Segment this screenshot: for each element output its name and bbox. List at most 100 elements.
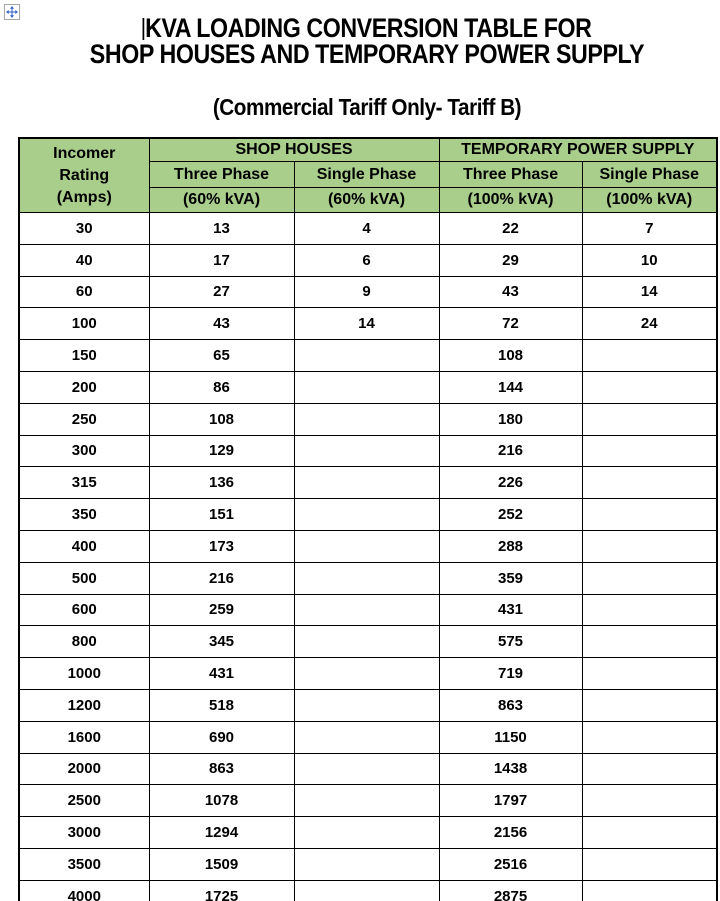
title-line2-text: SHOP HOUSES AND TEMPORARY POWER SUPPLY [89, 39, 645, 69]
document-header: KVA LOADING CONVERSION TABLE FOR SHOP HO… [18, 15, 716, 120]
value-cell [293, 339, 440, 372]
value-cell: 1797 [438, 784, 583, 818]
table-header: Incomer Rating (Amps) SHOP HOUSES TEMPOR… [18, 137, 718, 213]
value-cell: 129 [148, 434, 295, 468]
col-header-tps-three-phase: Three Phase [438, 161, 583, 188]
document-subtitle: (Commercial Tariff Only- Tariff B) [212, 94, 522, 120]
value-cell: 226 [438, 466, 583, 500]
value-cell: 108 [438, 339, 583, 372]
value-cell: 72 [438, 307, 583, 341]
col-header-incomer-rating: Incomer Rating (Amps) [18, 137, 150, 213]
incomer-rating-cell: 2500 [18, 784, 150, 818]
value-cell: 136 [148, 466, 295, 500]
incomer-rating-cell: 200 [18, 370, 150, 404]
col-subheader-sh-single-phase-kva: (60% kVA) [293, 187, 440, 213]
value-cell: 1078 [148, 784, 295, 818]
value-cell [293, 498, 440, 531]
value-cell [293, 688, 440, 722]
value-cell [293, 370, 440, 404]
value-cell [293, 657, 440, 690]
value-cell: 7 [581, 212, 718, 245]
value-cell [293, 816, 440, 849]
col-header-sh-three-phase: Three Phase [148, 161, 295, 188]
group-header-temporary-power-supply: TEMPORARY POWER SUPPLY [438, 137, 718, 162]
value-cell: 2875 [438, 879, 583, 901]
value-cell [581, 752, 718, 786]
table-row: 400 173 288 [18, 529, 718, 563]
col-subheader-tps-three-phase-kva: (100% kVA) [438, 187, 583, 213]
incomer-rating-cell: 1000 [18, 657, 150, 690]
value-cell [581, 625, 718, 659]
value-cell: 27 [148, 275, 295, 309]
value-cell: 43 [438, 275, 583, 309]
table-row: 40 17 6 29 10 [18, 243, 718, 277]
value-cell: 17 [148, 243, 295, 277]
table-row: 150 65 108 [18, 339, 718, 372]
value-cell: 863 [148, 752, 295, 786]
corner-line1: Incomer [53, 144, 116, 162]
value-cell: 151 [148, 498, 295, 531]
value-cell: 65 [148, 339, 295, 372]
value-cell [581, 816, 718, 849]
incomer-rating-cell: 100 [18, 307, 150, 341]
value-cell: 431 [438, 593, 583, 627]
value-cell: 13 [148, 212, 295, 245]
value-cell: 216 [148, 561, 295, 595]
incomer-rating-cell: 600 [18, 593, 150, 627]
value-cell: 1438 [438, 752, 583, 786]
group-header-shop-houses: SHOP HOUSES [148, 137, 440, 162]
incomer-rating-cell: 40 [18, 243, 150, 277]
value-cell: 1150 [438, 720, 583, 754]
incomer-rating-cell: 3000 [18, 816, 150, 849]
table-move-handle-icon[interactable] [4, 4, 20, 20]
value-cell [581, 370, 718, 404]
value-cell [581, 339, 718, 372]
value-cell: 86 [148, 370, 295, 404]
value-cell: 29 [438, 243, 583, 277]
col-subheader-sh-three-phase-kva: (60% kVA) [148, 187, 295, 213]
value-cell [581, 466, 718, 500]
table-row: 1600 690 1150 [18, 720, 718, 754]
value-cell: 6 [293, 243, 440, 277]
incomer-rating-cell: 2000 [18, 752, 150, 786]
value-cell [293, 625, 440, 659]
incomer-rating-cell: 250 [18, 402, 150, 436]
table-body: 30 13 4 22 7 40 17 6 29 10 60 27 9 43 14 100 43 14 72 24 150… [18, 212, 718, 901]
incomer-rating-cell: 60 [18, 275, 150, 309]
value-cell [581, 529, 718, 563]
four-way-arrow-icon [6, 6, 18, 18]
incomer-rating-cell: 400 [18, 529, 150, 563]
value-cell: 345 [148, 625, 295, 659]
document-title-line2: SHOP HOUSES AND TEMPORARY POWER SUPPLY [67, 39, 667, 69]
table-row: 1200 518 863 [18, 688, 718, 722]
value-cell [293, 784, 440, 818]
value-cell: 144 [438, 370, 583, 404]
incomer-rating-cell: 315 [18, 466, 150, 500]
value-cell [293, 529, 440, 563]
value-cell: 690 [148, 720, 295, 754]
table-row: 100 43 14 72 24 [18, 307, 718, 341]
document-title-line1: KVA LOADING CONVERSION TABLE FOR [67, 15, 667, 42]
incomer-rating-cell: 30 [18, 212, 150, 245]
table-row: 350 151 252 [18, 498, 718, 531]
incomer-rating-cell: 1600 [18, 720, 150, 754]
incomer-rating-cell: 800 [18, 625, 150, 659]
value-cell: 2516 [438, 847, 583, 881]
value-cell: 288 [438, 529, 583, 563]
incomer-rating-cell: 150 [18, 339, 150, 372]
value-cell: 1725 [148, 879, 295, 901]
incomer-rating-cell: 300 [18, 434, 150, 468]
table-row: 1000 431 719 [18, 657, 718, 690]
value-cell: 22 [438, 212, 583, 245]
table-row: 315 136 226 [18, 466, 718, 500]
col-header-sh-single-phase: Single Phase [293, 161, 440, 188]
value-cell: 43 [148, 307, 295, 341]
table-row: 200 86 144 [18, 370, 718, 404]
value-cell [581, 561, 718, 595]
value-cell [581, 593, 718, 627]
value-cell: 108 [148, 402, 295, 436]
value-cell [581, 720, 718, 754]
value-cell: 180 [438, 402, 583, 436]
table-row: 800 345 575 [18, 625, 718, 659]
table-row: 600 259 431 [18, 593, 718, 627]
